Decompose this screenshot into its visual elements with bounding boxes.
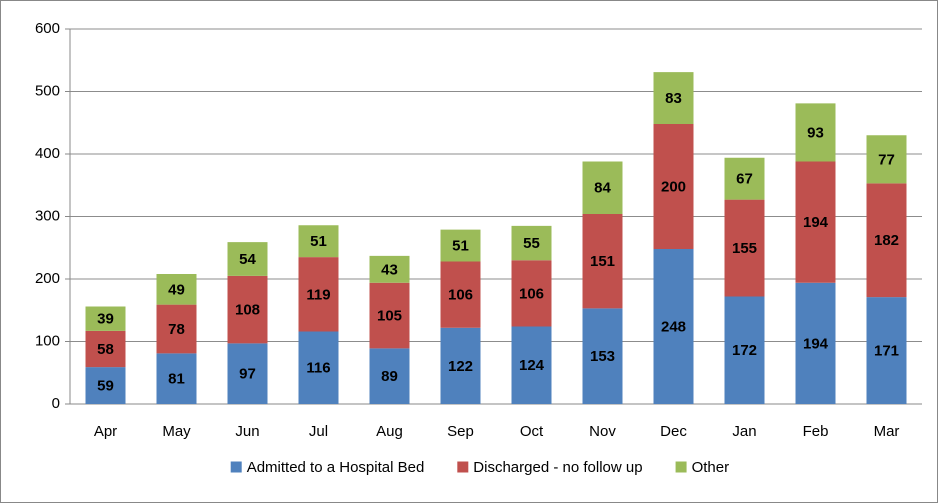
legend-label: Discharged - no follow up: [473, 459, 642, 476]
data-label: 172: [732, 342, 757, 359]
x-tick-label: Jan: [732, 423, 756, 440]
bar-segment: [440, 327, 481, 404]
y-tick-label: 200: [35, 270, 60, 287]
bar-segment: [227, 343, 268, 404]
x-tick-label: Sep: [447, 423, 474, 440]
x-tick-label: Feb: [803, 423, 829, 440]
bar-segment: [298, 257, 339, 332]
bar-segment: [369, 282, 410, 349]
bar-segment: [724, 157, 765, 200]
x-tick-label: Oct: [520, 423, 544, 440]
data-label: 43: [381, 261, 398, 278]
legend-label: Admitted to a Hospital Bed: [247, 459, 425, 476]
bar-segment: [85, 367, 126, 404]
bar-segment: [653, 72, 694, 124]
data-label: 106: [448, 287, 473, 304]
data-label: 119: [306, 286, 330, 303]
bar-segment: [653, 249, 694, 404]
bar-segment: [156, 353, 197, 404]
x-tick-label: Aug: [376, 423, 403, 440]
bar-segment: [582, 214, 623, 309]
data-label: 248: [661, 318, 686, 335]
bar-segment: [511, 260, 552, 327]
bar-segment: [866, 183, 907, 298]
data-label: 84: [594, 180, 611, 197]
x-tick-label: Dec: [660, 423, 687, 440]
data-label: 54: [239, 251, 256, 268]
data-label: 108: [235, 302, 260, 319]
data-label: 97: [239, 366, 256, 383]
data-label: 105: [377, 308, 402, 325]
data-label: 200: [661, 178, 686, 195]
bar-segment: [85, 306, 126, 331]
bar-segment: [369, 255, 410, 283]
bar-segment: [795, 161, 836, 283]
x-tick-label: May: [162, 423, 191, 440]
bar-segment: [582, 308, 623, 404]
x-tick-label: Mar: [874, 423, 900, 440]
bar-segment: [866, 297, 907, 404]
data-label: 49: [168, 281, 185, 298]
data-label: 116: [306, 360, 330, 377]
legend-swatch: [457, 461, 469, 473]
data-label: 77: [878, 151, 895, 168]
y-tick-label: 400: [35, 145, 60, 162]
x-tick-label: Jun: [235, 423, 259, 440]
bar-segment: [866, 135, 907, 184]
data-label: 122: [448, 358, 473, 375]
bar-segment: [156, 304, 197, 354]
y-tick-label: 0: [52, 395, 60, 412]
bar-segment: [298, 331, 339, 404]
data-label: 78: [168, 321, 185, 338]
legend-swatch: [230, 461, 242, 473]
bar-segment: [298, 225, 339, 258]
data-label: 59: [97, 378, 114, 395]
bar-segment: [795, 103, 836, 162]
x-tick-label: Apr: [94, 423, 117, 440]
legend-label: Other: [692, 459, 730, 476]
bar-segment: [227, 275, 268, 344]
y-tick-label: 500: [35, 82, 60, 99]
bar-segment: [582, 161, 623, 214]
bar-segment: [724, 296, 765, 404]
bar-segment: [369, 348, 410, 404]
bar-segment: [724, 199, 765, 297]
data-label: 182: [874, 232, 899, 249]
data-label: 67: [736, 171, 753, 188]
data-label: 93: [807, 124, 824, 141]
bar-segment: [85, 330, 126, 368]
data-label: 171: [874, 343, 899, 360]
data-label: 89: [381, 368, 398, 385]
data-label: 124: [519, 357, 545, 374]
legend-swatch: [675, 461, 687, 473]
data-label: 58: [97, 341, 114, 358]
x-tick-label: Jul: [309, 423, 328, 440]
bar-segment: [511, 326, 552, 404]
data-label: 55: [523, 235, 540, 252]
data-label: 153: [590, 348, 615, 365]
y-tick-label: 100: [35, 332, 60, 349]
y-tick-label: 300: [35, 207, 60, 224]
bar-segment: [653, 124, 694, 249]
data-label: 39: [97, 311, 114, 328]
bar-segment: [227, 242, 268, 276]
data-label: 151: [590, 253, 615, 270]
bar-segment: [440, 261, 481, 328]
data-label: 194: [803, 214, 829, 231]
bar-segment: [440, 229, 481, 262]
bar-segment: [511, 225, 552, 261]
data-label: 51: [452, 238, 469, 255]
data-label: 81: [168, 371, 185, 388]
data-label: 51: [310, 233, 327, 250]
data-label: 83: [665, 90, 682, 107]
data-label: 106: [519, 285, 544, 302]
y-tick-label: 600: [35, 20, 60, 37]
bar-segment: [795, 282, 836, 404]
x-tick-label: Nov: [589, 423, 616, 440]
bar-segment: [156, 274, 197, 305]
data-label: 194: [803, 335, 829, 352]
data-label: 155: [732, 240, 757, 257]
